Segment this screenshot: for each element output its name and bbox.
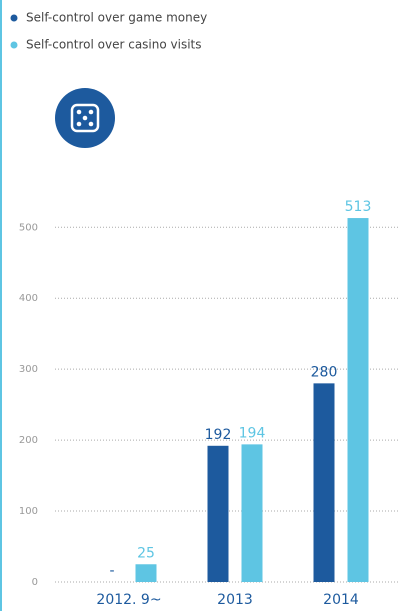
legend-dot: [10, 41, 18, 49]
y-tick-label: 400: [19, 293, 38, 304]
y-tick-label: 0: [32, 577, 38, 588]
bar: [241, 444, 263, 582]
legend-dot: [10, 14, 18, 22]
value-label: 194: [239, 425, 266, 441]
legend-label: Self-control over casino visits: [26, 38, 202, 52]
value-label: 25: [137, 545, 155, 561]
y-tick-label: 100: [19, 506, 38, 517]
legend-label: Self-control over game money: [26, 11, 207, 25]
y-tick-label: 500: [19, 222, 38, 233]
value-label: -: [109, 563, 114, 579]
x-tick-label: 2012. 9~: [96, 592, 161, 608]
x-tick-label: 2014: [323, 592, 359, 608]
y-tick-label: 200: [19, 435, 38, 446]
bar: [207, 445, 229, 582]
bar: [135, 564, 157, 582]
x-tick-label: 2013: [217, 592, 253, 608]
bar: [347, 218, 369, 583]
dice-icon: [55, 88, 115, 148]
value-label: 513: [345, 199, 372, 215]
y-tick-label: 300: [19, 364, 38, 375]
value-label: 280: [311, 364, 338, 380]
value-label: 192: [205, 427, 232, 443]
bar: [313, 383, 335, 582]
left-border: [0, 0, 2, 611]
